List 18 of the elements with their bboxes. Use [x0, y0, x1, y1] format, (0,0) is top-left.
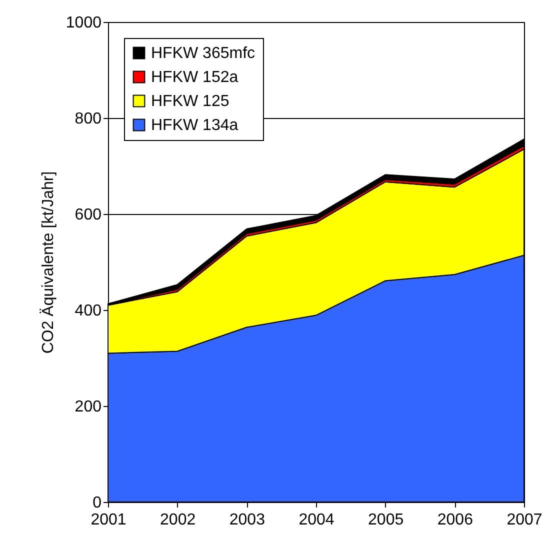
y-tick-label: 800 — [74, 110, 102, 128]
x-tick-label: 2004 — [298, 512, 334, 528]
x-tick-label: 2002 — [160, 512, 196, 528]
y-tick-label: 1000 — [66, 14, 102, 32]
y-axis-title: CO2 Äquivalente [kt/Jahr] — [38, 171, 57, 354]
x-tick-label: 2005 — [368, 512, 404, 528]
y-tick-label: 0 — [92, 494, 102, 512]
y-tick-label: 400 — [74, 302, 102, 320]
legend-label: HFKW 125 — [151, 93, 230, 110]
x-tick-label: 2001 — [90, 512, 126, 528]
y-tick-label: 200 — [74, 398, 102, 416]
x-tick-label: 2003 — [229, 512, 266, 528]
x-tick-label: 2006 — [437, 512, 474, 528]
x-tick-label: 2007 — [506, 512, 542, 528]
legend-label: HFKW 134a — [151, 117, 238, 134]
legend-label: HFKW 152a — [151, 69, 238, 86]
legend-label: HFKW 365mfc — [151, 45, 256, 62]
y-tick-label: 600 — [74, 206, 102, 224]
